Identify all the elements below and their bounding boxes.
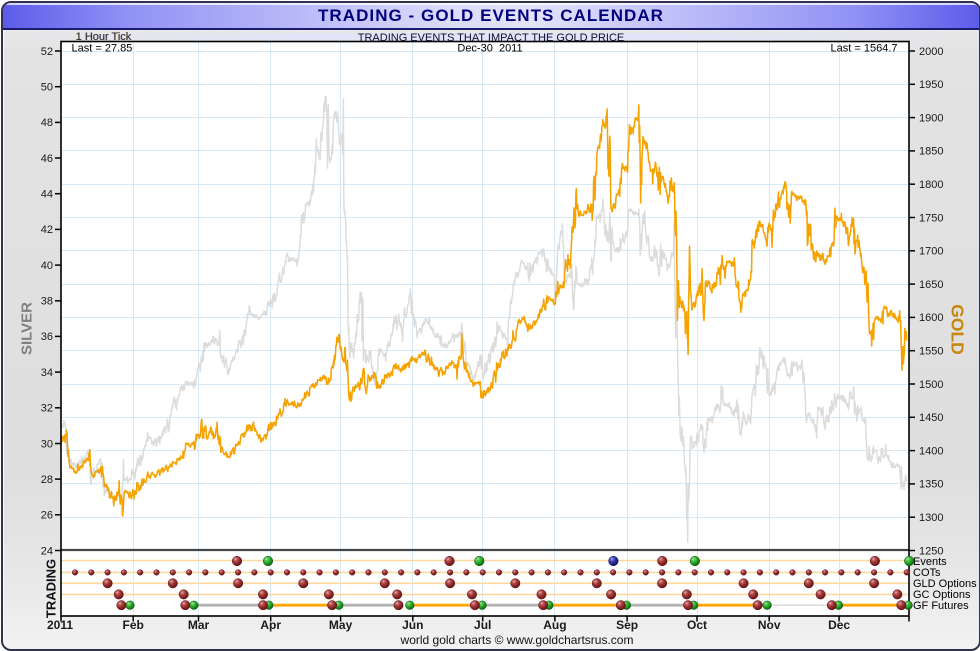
svg-text:2000: 2000	[919, 46, 943, 58]
svg-text:1850: 1850	[919, 146, 943, 158]
svg-text:Nov: Nov	[758, 618, 781, 632]
svg-text:1500: 1500	[919, 379, 943, 391]
svg-text:1550: 1550	[919, 346, 943, 358]
svg-text:GLD Options: GLD Options	[913, 578, 977, 590]
svg-text:42: 42	[41, 224, 53, 236]
svg-text:44: 44	[41, 189, 53, 201]
svg-text:1700: 1700	[919, 246, 943, 258]
svg-text:Last = 27.85: Last = 27.85	[72, 43, 133, 55]
svg-text:GC Options: GC Options	[913, 589, 971, 601]
svg-text:36: 36	[41, 331, 53, 343]
svg-text:Last = 1564.7: Last = 1564.7	[831, 43, 898, 55]
svg-text:Apr: Apr	[260, 618, 281, 632]
svg-text:Jun: Jun	[402, 618, 423, 632]
svg-text:1950: 1950	[919, 79, 943, 91]
svg-text:Jul: Jul	[474, 618, 491, 632]
svg-text:COTs: COTs	[913, 567, 941, 579]
svg-text:Feb: Feb	[123, 618, 144, 632]
svg-text:2011: 2011	[47, 618, 73, 632]
svg-text:1400: 1400	[919, 445, 943, 457]
svg-text:1350: 1350	[919, 479, 943, 491]
svg-text:24: 24	[41, 545, 53, 557]
svg-text:Sep: Sep	[616, 618, 638, 632]
svg-text:34: 34	[41, 367, 53, 379]
svg-text:1650: 1650	[919, 279, 943, 291]
svg-text:1800: 1800	[919, 179, 943, 191]
svg-text:28: 28	[41, 474, 53, 486]
svg-text:Oct: Oct	[687, 618, 707, 632]
svg-text:1300: 1300	[919, 512, 943, 524]
svg-text:46: 46	[41, 153, 53, 165]
svg-text:1600: 1600	[919, 312, 943, 324]
svg-text:1450: 1450	[919, 412, 943, 424]
svg-text:Mar: Mar	[188, 618, 210, 632]
svg-text:Dec: Dec	[828, 618, 850, 632]
svg-text:Dec-30 2011: Dec-30 2011	[457, 43, 522, 55]
svg-text:48: 48	[41, 117, 53, 129]
svg-text:Aug: Aug	[543, 618, 566, 632]
svg-text:1250: 1250	[919, 545, 943, 557]
svg-text:38: 38	[41, 296, 53, 308]
svg-text:30: 30	[41, 438, 53, 450]
svg-text:40: 40	[41, 260, 53, 272]
svg-text:32: 32	[41, 403, 53, 415]
svg-text:50: 50	[41, 82, 53, 94]
svg-text:1750: 1750	[919, 212, 943, 224]
svg-text:52: 52	[41, 46, 53, 58]
svg-text:Events: Events	[913, 556, 947, 568]
svg-text:26: 26	[41, 510, 53, 522]
svg-text:May: May	[329, 618, 353, 632]
svg-text:GF Futures: GF Futures	[913, 600, 969, 612]
svg-text:1900: 1900	[919, 112, 943, 124]
